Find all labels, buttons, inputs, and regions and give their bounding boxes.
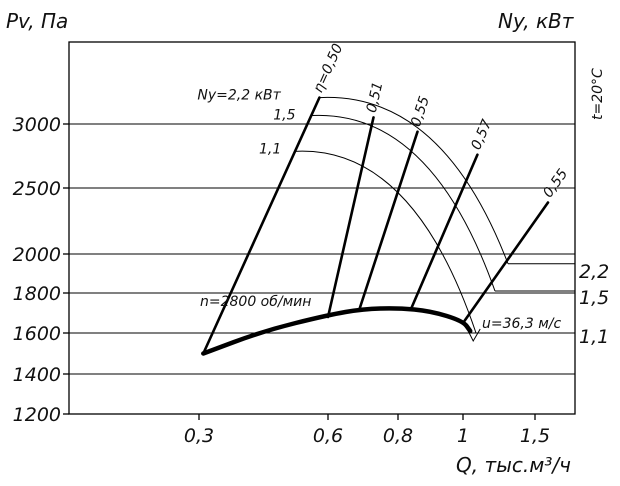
power-right-label-2: 1,1 xyxy=(579,326,609,348)
efficiency-label-0: η=0,50 xyxy=(310,41,346,95)
power-curve-0 xyxy=(319,97,509,264)
y-tick-label-1800: 1800 xyxy=(13,283,61,305)
x-axis-ticks: 0,3 0,6 0,8 1 1,5 xyxy=(184,414,550,447)
power-curve-label-1: 1,5 xyxy=(273,108,295,124)
y-tick-label-1400: 1400 xyxy=(13,364,61,386)
power-right-label-1: 1,5 xyxy=(579,287,609,309)
y-axis-ticks: 1200 1400 1600 1800 2000 2500 3000 xyxy=(13,114,69,426)
power-curve-label-2: 1,1 xyxy=(259,141,281,157)
temperature-label: t=20°C xyxy=(590,68,606,120)
x-tick-label-0: 0,3 xyxy=(184,425,214,447)
power-curves: Ny=2,2 кВт 2,2 1,5 1,5 1,1 1,1 xyxy=(197,88,609,348)
efficiency-line-0 xyxy=(202,96,321,355)
efficiency-line-1 xyxy=(326,116,375,319)
power-curve-label-0: Ny=2,2 кВт xyxy=(197,88,281,104)
x-tick-label-4: 1,5 xyxy=(520,425,550,447)
efficiency-line-3 xyxy=(409,153,479,311)
y-axis-title-right: Ny, кВт xyxy=(498,9,575,33)
y-tick-label-2500: 2500 xyxy=(13,178,61,200)
curve-end-marker xyxy=(465,326,481,343)
efficiency-label-4: 0,55 xyxy=(540,166,571,201)
grid-lines xyxy=(69,123,575,415)
power-right-label-0: 2,2 xyxy=(579,261,609,283)
x-tick-label-3: 1 xyxy=(457,425,469,447)
speed-label: n=2800 об/мин xyxy=(200,294,311,310)
efficiency-label-3: 0,57 xyxy=(468,117,495,152)
y-axis-title-left: Pv, Па xyxy=(6,9,68,33)
outlet-velocity-label: u=36,3 м/с xyxy=(482,316,562,332)
efficiency-label-1: 0,51 xyxy=(364,80,387,114)
x-tick-label-1: 0,6 xyxy=(313,425,343,447)
efficiency-line-4 xyxy=(461,201,550,325)
power-curve-2 xyxy=(294,150,477,334)
x-axis-title: Q, тыс.м³/ч xyxy=(456,453,571,477)
y-tick-label-1200: 1200 xyxy=(13,404,61,426)
y-tick-label-1600: 1600 xyxy=(13,323,61,345)
power-curve-1 xyxy=(311,114,496,292)
pressure-curve xyxy=(201,306,473,356)
y-tick-label-2000: 2000 xyxy=(13,244,61,266)
y-tick-label-3000: 3000 xyxy=(13,114,61,136)
x-tick-label-2: 0,8 xyxy=(383,425,413,447)
pressure-curve-group xyxy=(201,306,481,356)
efficiency-line-2 xyxy=(358,130,419,311)
